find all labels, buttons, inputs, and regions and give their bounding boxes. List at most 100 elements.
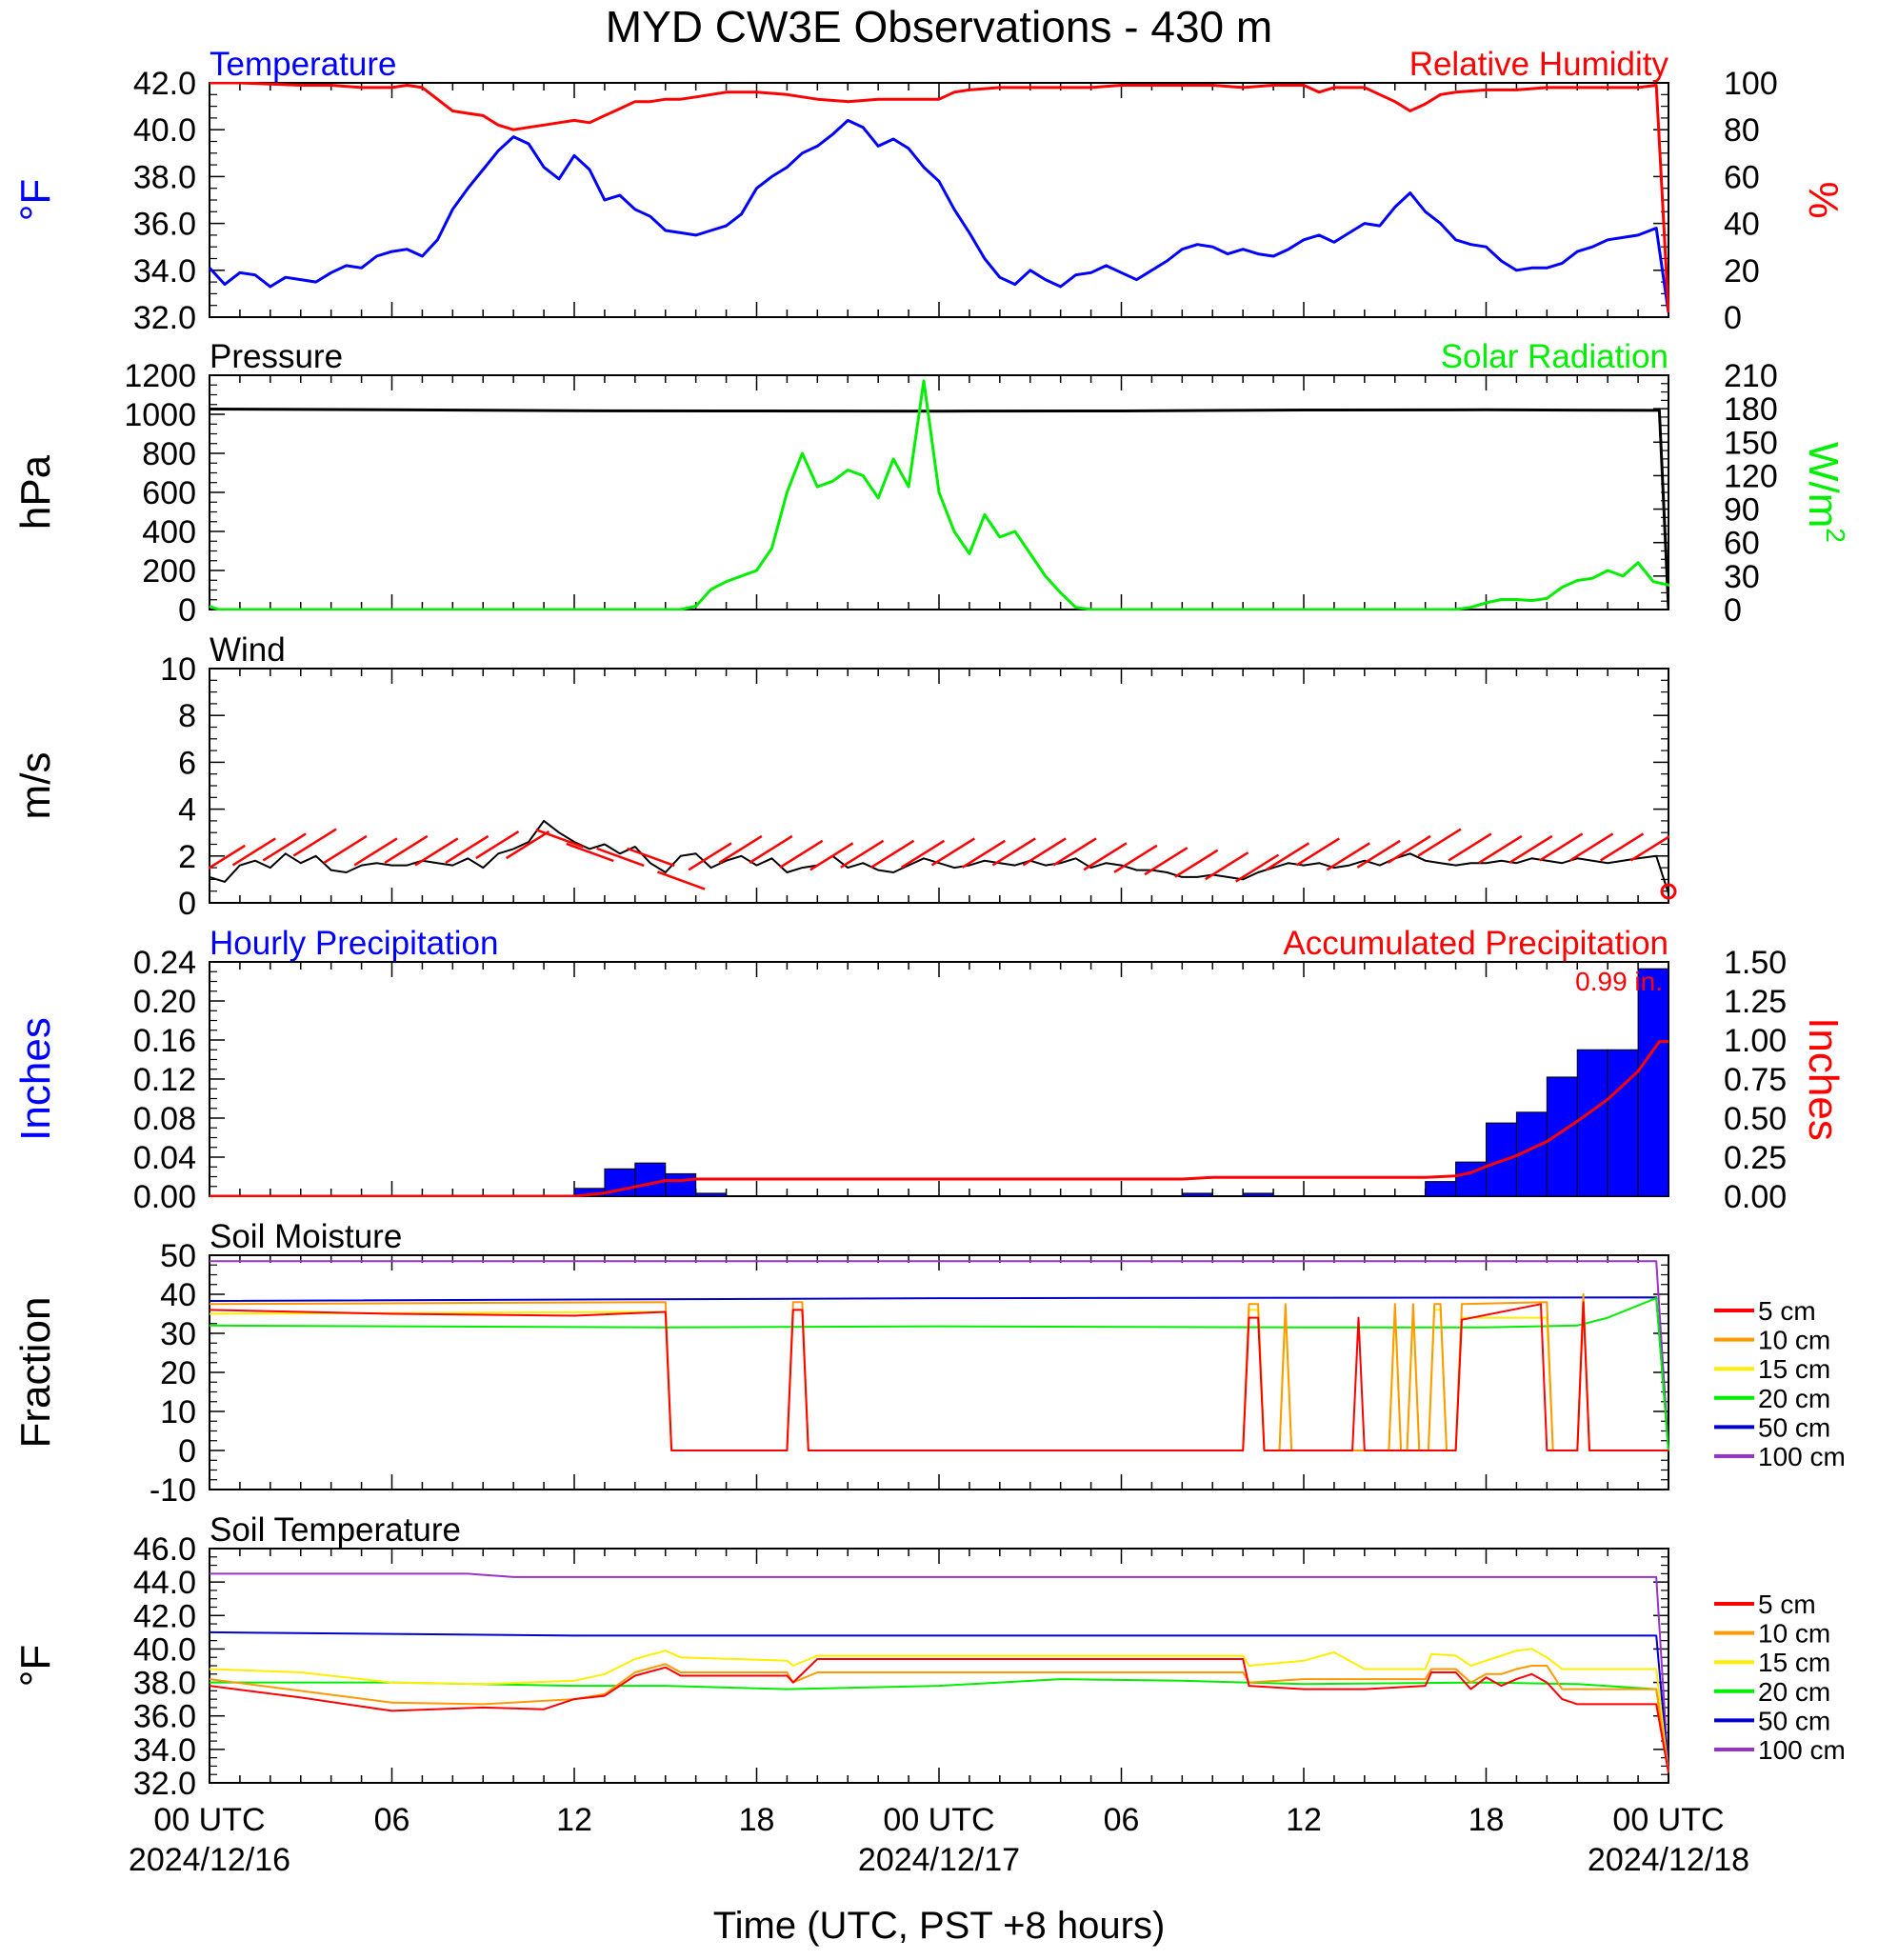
y-left-tick-label: 4 [178, 792, 196, 829]
wind-barb [1113, 844, 1158, 873]
wind-barb [445, 834, 489, 864]
hourly-precip-bar [1425, 1181, 1457, 1197]
x-tick-date: 2024/12/18 [1588, 1842, 1749, 1878]
y-left-tick-label: 38.0 [133, 1666, 196, 1702]
wind-barb [1478, 834, 1523, 864]
y-left-axis-label: m/s [12, 752, 59, 820]
series-line-wind_speed [209, 819, 1669, 894]
y-left-tick-label: 32.0 [133, 300, 196, 336]
x-tick-label: 06 [1104, 1802, 1140, 1838]
wind-barb [475, 830, 520, 860]
y-left-tick-label: 10 [160, 651, 196, 688]
wind-barb [627, 847, 675, 868]
series-line-depth_10 [209, 1293, 1668, 1451]
wind-barb [900, 839, 946, 869]
y-right-tick-label: 40 [1724, 207, 1760, 243]
y-right-tick-label: 0.75 [1724, 1062, 1787, 1098]
y-right-tick-label: 210 [1724, 358, 1778, 394]
y-right-axis-label: % [1800, 181, 1847, 218]
plot-area [210, 968, 1669, 1197]
series-line-humidity [210, 82, 1669, 313]
y-right-tick-label: 1.50 [1724, 945, 1787, 981]
y-right-tick-label: 80 [1724, 112, 1760, 149]
y-left-tick-label: 40.0 [133, 1631, 196, 1668]
x-tick-date: 2024/12/17 [858, 1842, 1020, 1878]
series-line-depth_50 [209, 1296, 1669, 1451]
x-tick-label: 00 UTC [153, 1802, 265, 1838]
wind-barb [535, 829, 584, 849]
y-left-tick-label: 1000 [124, 397, 196, 433]
wind-barb [1265, 842, 1310, 871]
y-left-tick-label: 34.0 [133, 253, 196, 290]
wind-barb [1144, 847, 1189, 876]
panel-soil_temp: 32.034.036.038.040.042.044.046.0 Soil Tem… [12, 1511, 1846, 1802]
y-left-tick-label: 0.16 [133, 1023, 196, 1059]
panel-title-left: Wind [210, 631, 286, 669]
y-left-tick-label: 800 [142, 436, 196, 472]
y-right-tick-label: 0 [1724, 592, 1742, 629]
wind-barb [1629, 834, 1669, 862]
y-right-tick-label: 1.00 [1724, 1023, 1787, 1059]
panel-title-left: Soil Moisture [210, 1218, 402, 1255]
x-tick-date: 2024/12/16 [129, 1842, 290, 1878]
wind-barb [1569, 832, 1614, 862]
wind-barb [1508, 834, 1553, 864]
y-right-tick-label: 0.00 [1724, 1179, 1787, 1215]
y-left-tick-label: 0.20 [133, 984, 196, 1020]
legend-label: 10 cm [1758, 1619, 1830, 1649]
wind-barb [596, 847, 645, 868]
y-left-tick-label: 1200 [124, 358, 196, 394]
y-left-tick-label: 400 [142, 514, 196, 550]
y-left-axis-label: °F [12, 179, 59, 221]
y-left-tick-label: 0.04 [133, 1140, 196, 1176]
wind-barb [840, 839, 885, 869]
plot-area [209, 819, 1669, 894]
wind-barb [323, 834, 368, 864]
y-left-tick-label: 20 [160, 1355, 196, 1391]
hourly-precip-bar [634, 1162, 667, 1197]
x-tick-label: 12 [1286, 1802, 1322, 1838]
hourly-precip-bar [1242, 1192, 1274, 1197]
legend-label: 10 cm [1758, 1326, 1830, 1355]
accum-total-annotation: 0.99 in. [1575, 967, 1663, 996]
y-left-tick-label: 34.0 [133, 1732, 196, 1769]
plot-area [209, 1572, 1669, 1773]
hourly-precip-bar [695, 1192, 728, 1197]
panels: 32.034.036.038.040.042.0020406080100Temp… [12, 46, 1850, 1802]
hourly-precip-bar [1546, 1076, 1578, 1197]
wind-barb [1539, 832, 1584, 862]
wind-barb [1083, 842, 1128, 871]
wind-barb [657, 870, 706, 890]
calm-wind-marker [1660, 883, 1677, 900]
panel-wind: 0 2 4 6 8 10 Wind m/s [12, 631, 1677, 922]
y-left-tick-label: 0.00 [133, 1179, 196, 1215]
series-line-depth_5 [209, 1301, 1668, 1451]
x-tick-label: 12 [556, 1802, 592, 1838]
y-left-tick-label: 32.0 [133, 1766, 196, 1802]
series-line-depth_20 [210, 1678, 1669, 1773]
plot-area [209, 82, 1669, 313]
y-right-axis-label: W/m2 [1800, 442, 1850, 543]
panel-title-left: Pressure [210, 338, 343, 375]
series-line-accum_precip [210, 1040, 1668, 1197]
wind-barb [1600, 832, 1645, 862]
hourly-precip-bar [1576, 1049, 1608, 1197]
wind-barb [292, 828, 337, 857]
y-left-tick-label: 30 [160, 1316, 196, 1352]
wind-barb [209, 844, 246, 870]
x-tick-label: 06 [374, 1802, 410, 1838]
series-line-depth_15 [209, 1648, 1669, 1773]
legend-label: 5 cm [1758, 1296, 1816, 1326]
panel-precip: 0.000.040.080.120.160.200.240.000.250.50… [12, 925, 1847, 1215]
panel-temp_rh: 32.0 34.0 36.0 38.0 40.0 42.0 0 20 40 60 80 100 Temp… [12, 46, 1847, 336]
wind-barb [1387, 834, 1431, 864]
legend-label: 50 cm [1758, 1706, 1830, 1735]
y-left-axis-label: °F [12, 1645, 59, 1687]
wind-barb [231, 837, 276, 867]
series-line-solar [209, 379, 1669, 610]
y-left-axis-label: Inches [12, 1017, 59, 1141]
wind-barb [1174, 849, 1219, 878]
y-left-tick-label: 44.0 [133, 1565, 196, 1601]
